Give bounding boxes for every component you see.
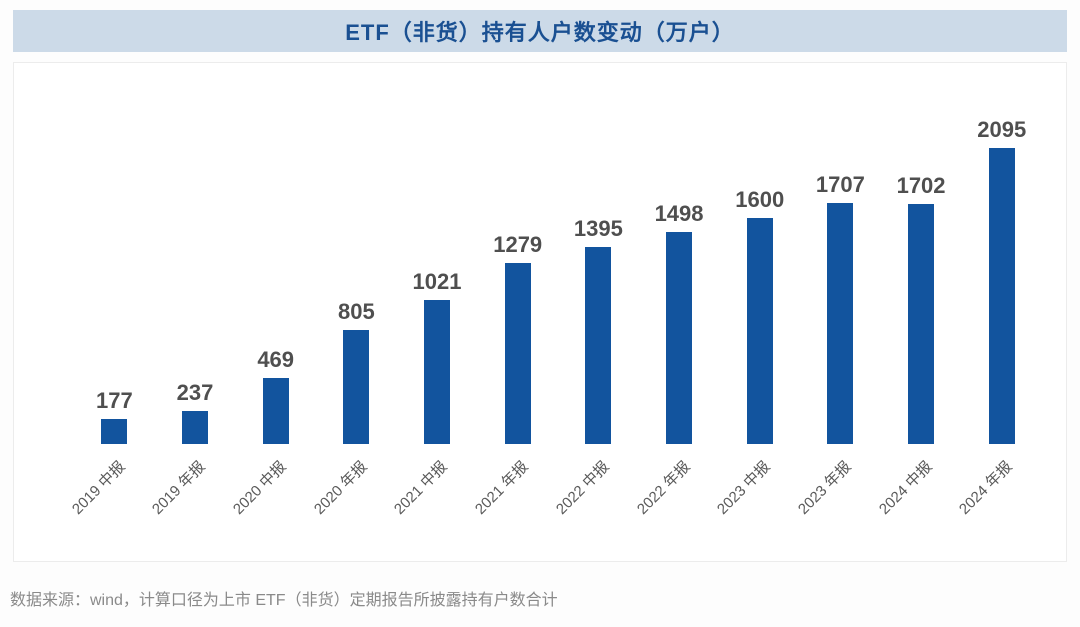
x-axis-label-cell: 2021 中报 — [391, 444, 478, 562]
bar-value-label: 2095 — [977, 117, 1027, 142]
bar — [908, 203, 935, 444]
x-axis-label: 2023 年报 — [794, 458, 855, 518]
bar-column: 237 — [155, 379, 236, 444]
x-axis-label-cell: 2020 年报 — [311, 444, 397, 562]
bar-column: 1498 — [639, 203, 720, 444]
bar-column: 2095 — [961, 119, 1042, 444]
bar-value-label: 805 — [337, 299, 375, 325]
x-axis-label: 2024 中报 — [875, 458, 936, 518]
x-axis-label: 2021 年报 — [472, 458, 532, 518]
x-axis-label: 2022 中报 — [552, 458, 613, 518]
chart-panel: 177 237 469 805 1021 1279 1395 1498 1600 1707 1702… — [13, 62, 1067, 562]
chart-title-band: ETF（非货）持有人户数变动（万户） — [13, 10, 1067, 52]
bar-column: 469 — [235, 346, 316, 444]
x-axis-label-cell: 2022 年报 — [633, 444, 720, 562]
bar — [504, 263, 531, 444]
bar-column: 1279 — [477, 234, 558, 444]
data-source-note: 数据来源：wind，计算口径为上市 ETF（非货）定期报告所披露持有户数合计 — [10, 592, 558, 609]
x-axis-label-cell: 2022 中报 — [553, 444, 639, 562]
bar — [182, 410, 208, 444]
x-axis-label: 2022 年报 — [633, 458, 694, 518]
bar — [988, 148, 1015, 444]
x-axis-label: 2019 年报 — [149, 458, 210, 518]
bar — [101, 419, 128, 444]
bar — [424, 299, 451, 444]
bar-value-label: 1600 — [735, 186, 785, 212]
bar-value-label: 1498 — [654, 201, 704, 227]
x-axis-label: 2024 年报 — [956, 458, 1016, 518]
x-axis-label: 2020 年报 — [310, 458, 371, 518]
bar-column: 805 — [316, 301, 397, 444]
x-axis-label-cell: 2024 年报 — [956, 444, 1042, 562]
x-axis-label-cell: 2023 中报 — [714, 444, 800, 562]
x-axis-label-cell: 2020 中报 — [230, 444, 316, 562]
x-axis-label: 2019 中报 — [68, 458, 129, 518]
x-axis-label: 2023 中报 — [714, 458, 774, 518]
x-axis-label-cell: 2023 年报 — [795, 444, 881, 562]
x-axis-label-cell: 2019 中报 — [69, 444, 155, 562]
bar — [746, 217, 773, 444]
bar-value-label: 237 — [176, 379, 214, 405]
x-axis-label-cell: 2019 年报 — [149, 444, 236, 562]
bar — [262, 377, 289, 444]
bar-column: 1707 — [800, 171, 881, 444]
x-axis-label: 2021 中报 — [391, 458, 452, 518]
bar-column: 1395 — [558, 215, 639, 444]
bar — [343, 330, 370, 444]
bar-chart-plot-area: 177 237 469 805 1021 1279 1395 1498 1600 1707 1702… — [14, 63, 1066, 444]
bar-value-label: 1279 — [493, 232, 543, 258]
x-axis-label: 2020 中报 — [230, 458, 290, 518]
x-axis-labels: 2019 中报 2019 年报 2020 中报 2020 年报 2021 中报 2021 … — [14, 444, 1066, 562]
bar-value-label: 1021 — [412, 268, 462, 294]
bar-value-label: 469 — [257, 346, 295, 372]
bar-column: 177 — [74, 390, 155, 444]
bar-value-label: 1702 — [896, 172, 946, 198]
bar — [585, 246, 612, 444]
bar-value-label: 1707 — [815, 171, 865, 197]
bar-value-label: 177 — [95, 388, 133, 413]
bar-column: 1702 — [881, 172, 962, 444]
bar-column: 1021 — [397, 268, 478, 444]
x-axis-label-cell: 2021 年报 — [472, 444, 558, 562]
bar — [827, 202, 854, 444]
page: ETF（非货）持有人户数变动（万户） 177 237 469 805 1021 1279 1… — [10, 10, 1067, 609]
bar — [666, 232, 693, 444]
bar-column: 1600 — [719, 186, 800, 444]
chart-title: ETF（非货）持有人户数变动（万户） — [345, 20, 735, 45]
bar-value-label: 1395 — [573, 215, 623, 241]
x-axis-label-cell: 2024 中报 — [875, 444, 962, 562]
